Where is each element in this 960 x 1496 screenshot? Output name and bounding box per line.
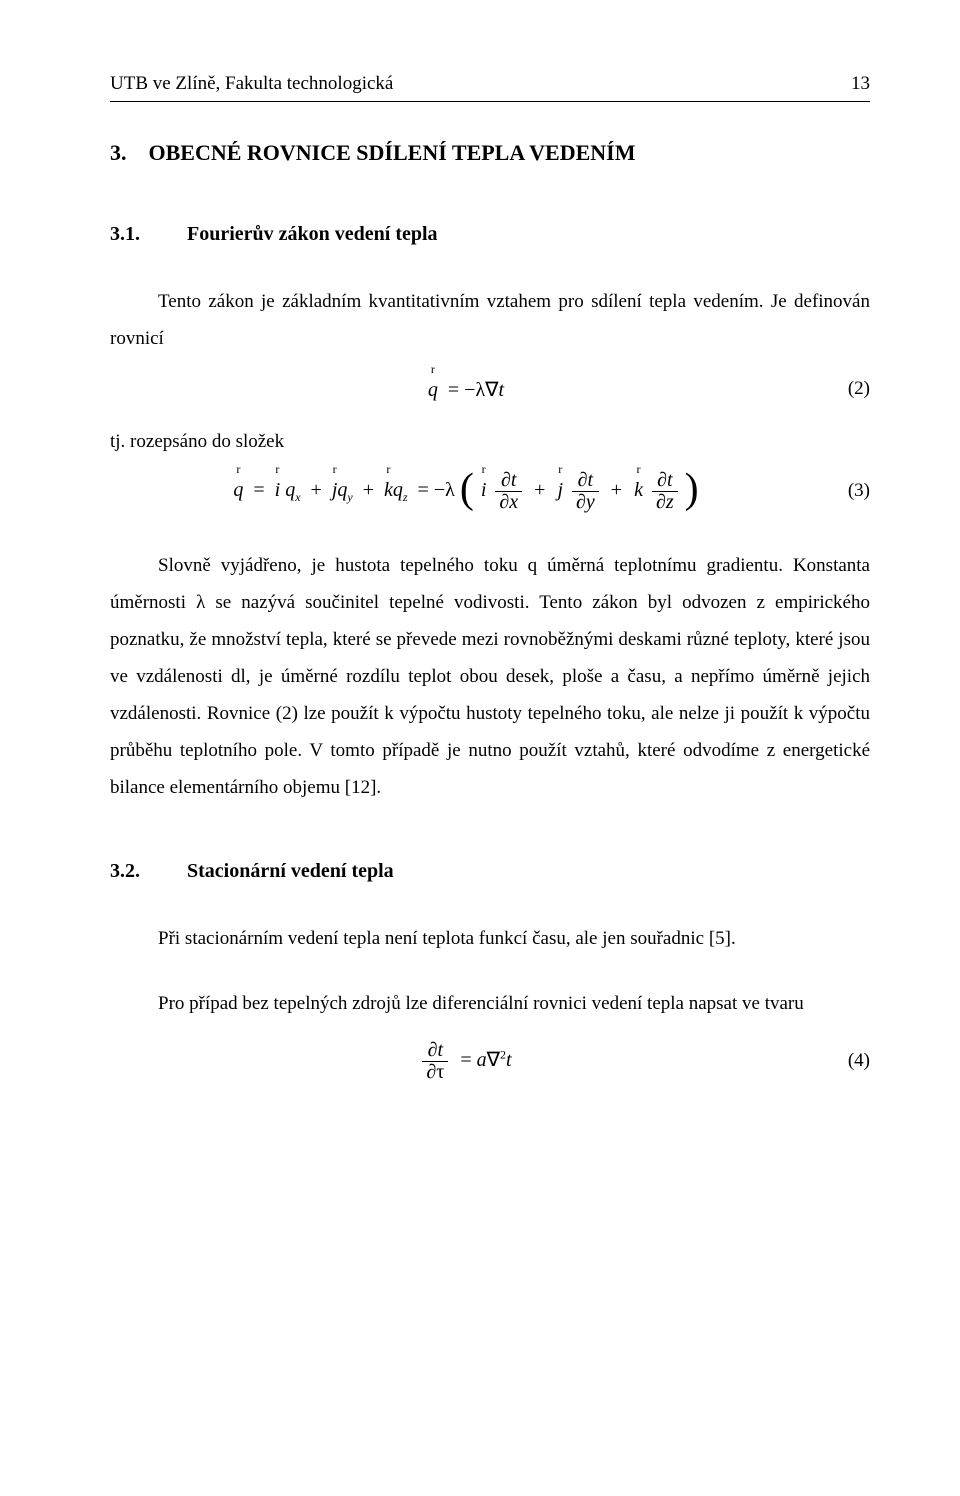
equation-3-row: rq = ri qx + rjqy + rkqz = −λ ( ri ∂t∂x …: [110, 470, 870, 513]
header-left: UTB ve Zlíně, Fakulta technologická: [110, 70, 393, 99]
running-header: UTB ve Zlíně, Fakulta technologická 13: [110, 70, 870, 102]
header-page-number: 13: [851, 70, 870, 99]
section-title: Fourierův zákon vedení tepla: [187, 223, 438, 245]
equation-2-row: rq = −λ∇t (2): [110, 375, 870, 405]
chapter-number: 3.: [110, 140, 127, 165]
paragraph-stationary: Při stacionárním vedení tepla není teplo…: [110, 920, 870, 957]
section-number: 3.1.: [110, 219, 182, 249]
paragraph-body: Slovně vyjádřeno, je hustota tepelného t…: [110, 547, 870, 806]
section-3-2-heading: 3.2. Stacionární vedení tepla: [110, 856, 870, 886]
paragraph-eq4-lead: Pro případ bez tepelných zdrojů lze dife…: [110, 985, 870, 1022]
paragraph-intro-1: Tento zákon je základním kvantitativním …: [110, 283, 870, 357]
equation-4: ∂t∂τ = a∇2t: [110, 1040, 822, 1083]
equation-3-number: (3): [822, 477, 870, 506]
equation-3: rq = ri qx + rjqy + rkqz = −λ ( ri ∂t∂x …: [110, 470, 822, 513]
chapter-title: OBECNÉ ROVNICE SDÍLENÍ TEPLA VEDENÍM: [149, 140, 636, 165]
chapter-heading: 3. OBECNÉ ROVNICE SDÍLENÍ TEPLA VEDENÍM: [110, 136, 870, 169]
equation-4-row: ∂t∂τ = a∇2t (4): [110, 1040, 870, 1083]
section-title: Stacionární vedení tepla: [187, 860, 394, 882]
section-number: 3.2.: [110, 856, 182, 886]
section-3-1-heading: 3.1. Fourierův zákon vedení tepla: [110, 219, 870, 249]
paragraph-intro-2: tj. rozepsáno do složek: [110, 423, 870, 460]
equation-2: rq = −λ∇t: [110, 375, 822, 405]
equation-2-number: (2): [822, 375, 870, 404]
equation-4-number: (4): [822, 1047, 870, 1076]
document-page: UTB ve Zlíně, Fakulta technologická 13 3…: [0, 0, 960, 1496]
